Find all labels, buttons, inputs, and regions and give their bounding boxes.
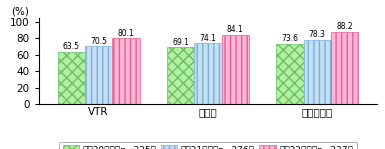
Bar — [331, 32, 358, 104]
Text: 84.1: 84.1 — [227, 25, 244, 34]
Text: 88.2: 88.2 — [336, 22, 353, 31]
Text: (%): (%) — [12, 6, 29, 16]
Text: 74.1: 74.1 — [199, 34, 216, 43]
Bar — [303, 40, 331, 104]
Bar — [112, 38, 140, 104]
Bar — [276, 44, 303, 104]
Legend: 平成20年度（n=325）, 平成21年度（n=276）, 平成22年度（n=237）: 平成20年度（n=325）, 平成21年度（n=276）, 平成22年度（n=2… — [59, 142, 357, 149]
Bar — [194, 43, 221, 104]
Bar — [167, 47, 194, 104]
Text: 78.3: 78.3 — [309, 30, 326, 39]
Text: 63.5: 63.5 — [63, 42, 80, 51]
Text: 69.1: 69.1 — [172, 38, 189, 47]
Bar — [85, 46, 112, 104]
Text: 73.6: 73.6 — [281, 34, 298, 43]
Text: 70.5: 70.5 — [90, 37, 107, 46]
Bar — [221, 35, 249, 104]
Text: 80.1: 80.1 — [117, 29, 134, 38]
Bar — [58, 52, 85, 104]
